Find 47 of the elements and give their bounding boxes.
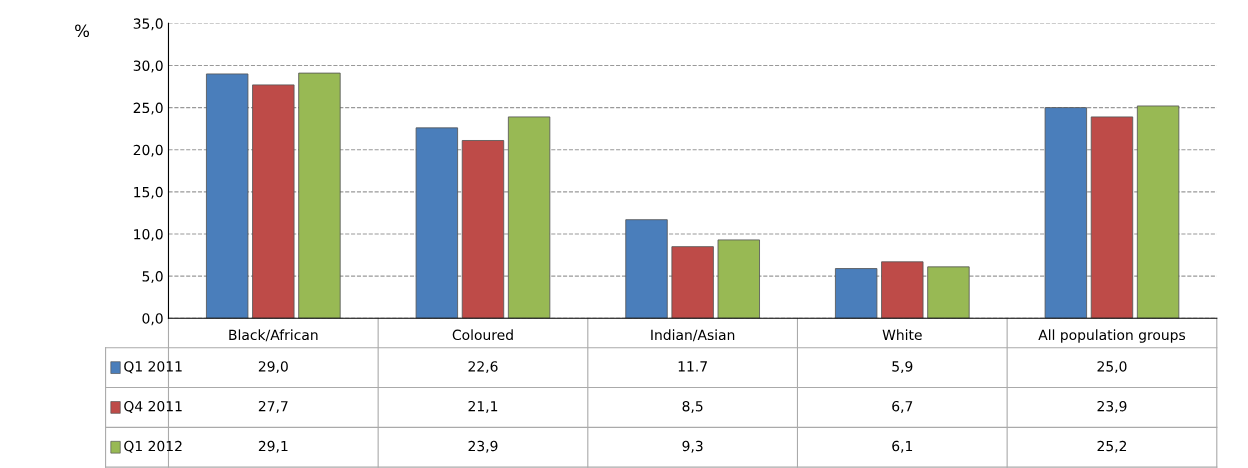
data-label: 25,2	[1097, 440, 1127, 453]
y-tick-label: 35,0	[133, 18, 163, 31]
data-label: 5,9	[892, 361, 913, 374]
y-tick-label: 25,0	[133, 102, 163, 115]
data-label: 8,5	[682, 400, 703, 413]
y-tick-label: 20,0	[133, 144, 163, 157]
bar	[1136, 105, 1180, 319]
data-label: 11.7	[678, 361, 707, 372]
y-tick-label: 30,0	[133, 60, 163, 73]
data-label: 29,0	[258, 361, 288, 374]
x-tick-label: Black/African	[229, 329, 318, 342]
bar	[461, 140, 505, 319]
y-tick-label: 10,0	[134, 228, 163, 241]
bar	[252, 84, 295, 319]
data-label: 9,3	[682, 440, 703, 453]
bar	[206, 73, 249, 319]
data-label: 22,6	[468, 361, 498, 374]
data-label: 23,9	[1097, 400, 1127, 413]
bar	[835, 268, 878, 319]
bar	[625, 219, 668, 319]
y-tick-label: 15,0	[134, 186, 163, 199]
x-tick-label: White	[882, 329, 922, 341]
data-label: 21,1	[468, 400, 498, 413]
bar	[717, 239, 760, 319]
bar	[1044, 107, 1088, 319]
legend-label: Q1 2011	[124, 361, 182, 374]
bar	[415, 127, 459, 319]
bar	[298, 72, 341, 319]
data-label: 6,1	[892, 440, 913, 453]
x-tick-label: Coloured	[452, 329, 513, 341]
x-tick-label: Indian/Asian	[651, 329, 735, 342]
bar	[1090, 116, 1134, 319]
bar	[881, 261, 924, 319]
bar	[507, 116, 551, 319]
x-tick-label: All population groups	[1038, 329, 1186, 343]
y-tick-label: 5,0	[142, 271, 163, 284]
y-axis-title: %	[75, 24, 90, 38]
data-label: 23,9	[468, 440, 498, 453]
y-tick-label: 0,0	[142, 313, 163, 326]
legend-label: Q1 2012	[124, 440, 182, 453]
data-label: 6,7	[892, 400, 913, 413]
data-label: 29,1	[258, 440, 288, 453]
legend-label: Q4 2011	[124, 400, 182, 414]
bar	[927, 266, 970, 319]
data-label: 27,7	[258, 400, 288, 413]
data-label: 25,0	[1097, 361, 1127, 374]
bar	[671, 246, 714, 319]
